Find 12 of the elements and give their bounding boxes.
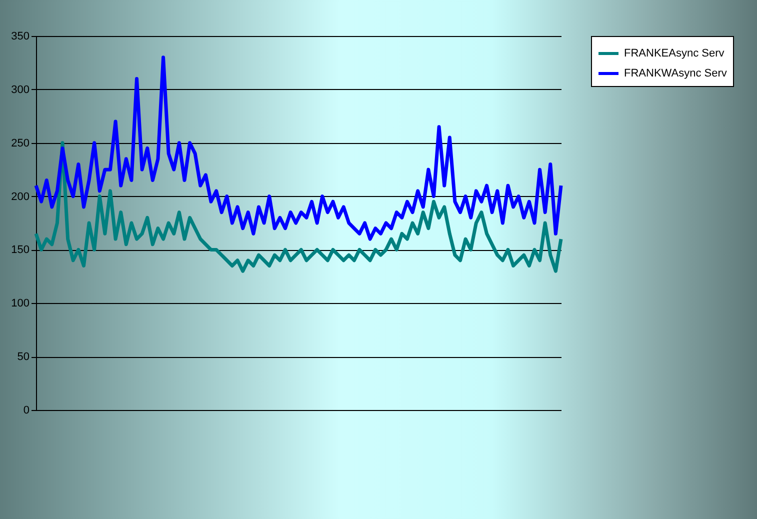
y-tick-label: 100	[11, 298, 30, 310]
y-tick-label: 250	[11, 137, 30, 150]
y-tick-label: 300	[11, 84, 30, 96]
y-tick-label: 200	[11, 190, 30, 203]
line-series	[34, 141, 563, 273]
y-tick-label: 150	[11, 244, 30, 256]
legend-label: FRANKWAsync Serv	[624, 68, 728, 80]
y-tick-label: 350	[11, 30, 30, 42]
legend-label: FRANKEAsync Serv	[624, 48, 725, 60]
y-tick-label: 0	[23, 404, 30, 416]
y-tick-label: 50	[17, 351, 30, 364]
line-series	[34, 56, 563, 241]
